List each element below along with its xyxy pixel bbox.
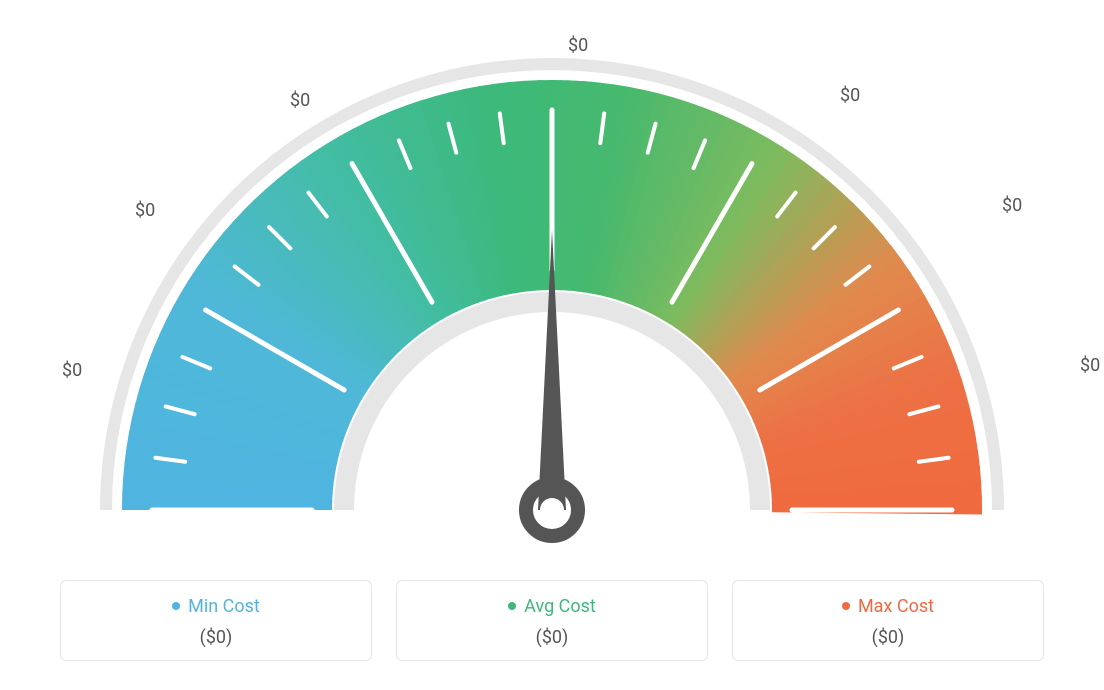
cost-gauge-widget: $0 $0 $0 $0 $0 $0 $0 Min Cost ($0) Avg Cost ($… (0, 0, 1104, 690)
gauge-area: $0$0$0$0$0$0$0 (30, 20, 1074, 570)
legend-label: Min Cost (188, 596, 260, 617)
scale-label: $0 (290, 90, 310, 111)
scale-label: $0 (135, 200, 155, 221)
legend-title-max: Max Cost (842, 596, 934, 617)
legend-value-min: ($0) (61, 627, 371, 648)
dot-icon (842, 602, 850, 610)
scale-label: $0 (1080, 355, 1100, 376)
scale-label: $0 (62, 360, 82, 381)
legend-card-max: Max Cost ($0) (732, 580, 1044, 661)
legend-card-avg: Avg Cost ($0) (396, 580, 708, 661)
scale-label: $0 (1002, 195, 1022, 216)
legend-title-min: Min Cost (172, 596, 260, 617)
gauge-chart (52, 20, 1052, 560)
scale-label: $0 (568, 35, 588, 56)
legend-value-max: ($0) (733, 627, 1043, 648)
legend-row: Min Cost ($0) Avg Cost ($0) Max Cost ($0… (30, 580, 1074, 661)
scale-label: $0 (840, 85, 860, 106)
legend-value-avg: ($0) (397, 627, 707, 648)
dot-icon (508, 602, 516, 610)
legend-label: Max Cost (858, 596, 934, 617)
legend-card-min: Min Cost ($0) (60, 580, 372, 661)
legend-label: Avg Cost (524, 596, 596, 617)
dot-icon (172, 602, 180, 610)
legend-title-avg: Avg Cost (508, 596, 596, 617)
